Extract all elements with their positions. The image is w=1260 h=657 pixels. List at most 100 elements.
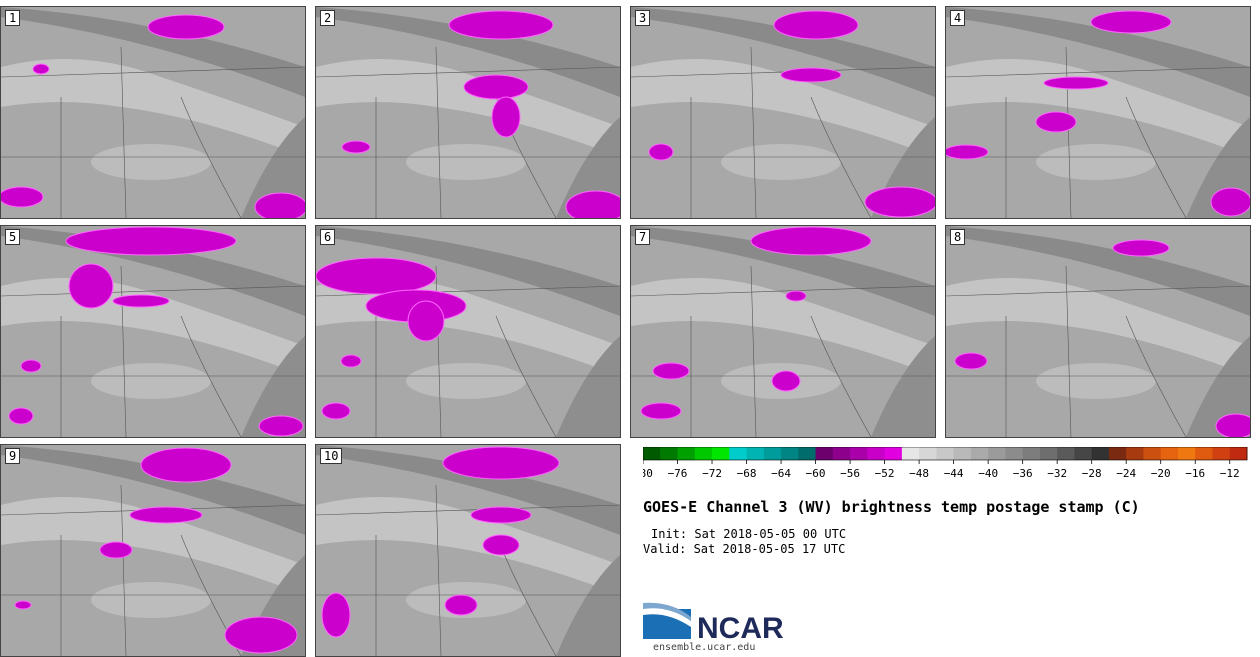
cold-cloud-top [254, 192, 305, 218]
moist-band [316, 497, 620, 595]
colorbar-swatch [798, 447, 817, 460]
stamp-map [1, 226, 305, 437]
valid-time: Valid: Sat 2018-05-05 17 UTC [643, 542, 846, 556]
cold-cloud-top [340, 354, 362, 368]
figure-title: GOES-E Channel 3 (WV) brightness temp po… [643, 498, 1140, 516]
state-borders [1, 265, 305, 437]
cold-cloud-top [470, 506, 532, 524]
state-borders [316, 46, 620, 218]
moist-region [91, 363, 211, 399]
state-borders [946, 46, 1250, 218]
moist-region [1036, 363, 1156, 399]
cold-cloud-top [140, 447, 232, 483]
cold-cloud-top [20, 359, 42, 373]
state-borders [316, 265, 620, 437]
dry-region [241, 336, 305, 437]
cold-cloud-top [482, 534, 520, 556]
colorbar-tick-label: −80 [643, 467, 653, 480]
panel-number: 10 [320, 448, 343, 464]
dry-region [1186, 336, 1250, 437]
colorbar-tick-label: −28 [1082, 467, 1102, 480]
cold-cloud-top [954, 352, 988, 370]
colorbar-swatch [1212, 447, 1231, 460]
stamp-panel-3: 3 [630, 6, 936, 219]
colorbar-swatch [970, 447, 989, 460]
dry-band [1, 445, 305, 535]
stamp-panel-4: 4 [945, 6, 1251, 219]
dry-band [1, 226, 305, 316]
colorbar-swatch [901, 447, 920, 460]
cold-cloud-top [129, 506, 203, 524]
logo-url: ensemble.ucar.edu [653, 642, 756, 653]
dry-region [556, 555, 620, 656]
moist-band [1, 59, 305, 157]
colorbar-swatch [832, 447, 851, 460]
colorbar-swatch [781, 447, 799, 460]
cold-cloud-top [407, 300, 445, 342]
cold-cloud-top [448, 10, 554, 40]
stamp-panel-10: 10 [315, 444, 621, 657]
cold-cloud-top [444, 594, 478, 616]
cold-cloud-top [750, 226, 872, 256]
colorbar-swatch [763, 447, 782, 460]
cold-cloud-top [224, 616, 298, 654]
colorbar-tick-label: −72 [702, 467, 722, 480]
stamp-map [631, 7, 935, 218]
colorbar-tick-label: −56 [840, 467, 860, 480]
colorbar-swatch [1091, 447, 1110, 460]
stamp-map [946, 226, 1250, 437]
colorbar-tick-label: −44 [944, 467, 964, 480]
cold-cloud-top [1090, 10, 1172, 34]
colorbar-swatch [936, 447, 955, 460]
panel-number: 3 [635, 10, 651, 26]
colorbar-swatch [867, 447, 886, 460]
cold-cloud-top [864, 186, 935, 218]
panel-number: 9 [5, 448, 21, 464]
moist-band [631, 59, 935, 157]
moist-region [91, 582, 211, 618]
stamp-panel-7: 7 [630, 225, 936, 438]
moist-region [406, 144, 526, 180]
colorbar-swatch [1160, 447, 1179, 460]
dry-region [556, 336, 620, 437]
dry-band [631, 226, 935, 316]
moist-band [946, 278, 1250, 376]
moist-band [1, 497, 305, 595]
colorbar-tick-label: −48 [909, 467, 929, 480]
panel-number: 2 [320, 10, 336, 26]
cold-cloud-top [112, 294, 170, 308]
dry-band [316, 445, 620, 535]
panel-number: 5 [5, 229, 21, 245]
stamp-map [316, 7, 620, 218]
colorbar-swatch [988, 447, 1006, 460]
colorbar-swatch [746, 447, 765, 460]
dry-region [871, 336, 935, 437]
stamp-panel-5: 5 [0, 225, 306, 438]
cold-cloud-top [648, 143, 674, 161]
colorbar-tick-label: −32 [1047, 467, 1067, 480]
cold-cloud-top [32, 63, 50, 75]
moist-band [316, 59, 620, 157]
stamp-panel-1: 1 [0, 6, 306, 219]
cold-cloud-top [780, 67, 842, 83]
colorbar-swatch [1229, 447, 1248, 460]
logo-text: NCAR [697, 612, 784, 641]
colorbar-tick-label: −76 [668, 467, 688, 480]
colorbar-swatch [1126, 447, 1144, 460]
dry-band [631, 7, 935, 97]
stamp-map [631, 226, 935, 437]
cold-cloud-top [773, 10, 859, 40]
cold-cloud-top [1, 186, 44, 208]
cold-cloud-top [1035, 111, 1077, 133]
colorbar-swatch [1057, 447, 1075, 460]
stamp-panel-8: 8 [945, 225, 1251, 438]
colorbar-tick-label: −60 [806, 467, 826, 480]
colorbar-swatch [1108, 447, 1127, 460]
cold-cloud-top [68, 263, 114, 309]
panel-number: 6 [320, 229, 336, 245]
cold-cloud-top [463, 74, 529, 100]
cold-cloud-top [785, 290, 807, 302]
dry-band [946, 7, 1250, 97]
cold-cloud-top [652, 362, 690, 380]
dry-band [316, 7, 620, 97]
